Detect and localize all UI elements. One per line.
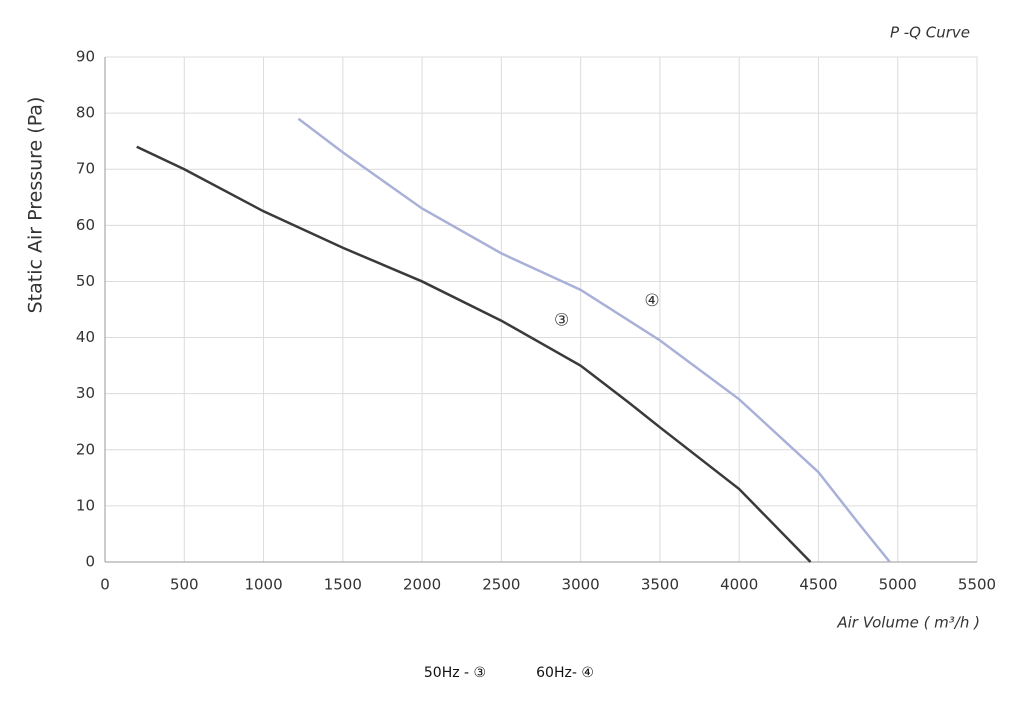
y-tick-label: 70 [76, 160, 95, 178]
y-tick-label: 90 [76, 48, 95, 66]
x-tick-label: 2500 [482, 576, 520, 594]
x-tick-label: 2000 [403, 576, 441, 594]
x-tick-label: 1500 [324, 576, 362, 594]
x-tick-label: 500 [170, 576, 199, 594]
y-axis-label: Static Air Pressure (Pa) [25, 97, 47, 314]
curve-label: ③ [554, 311, 569, 331]
x-axis-label: Air Volume ( m³/h ) [836, 614, 980, 632]
y-tick-label: 80 [76, 104, 95, 122]
x-tick-label: 4500 [799, 576, 837, 594]
y-tick-label: 10 [76, 496, 95, 514]
x-tick-label: 3500 [641, 576, 679, 594]
legend-entry: 50Hz - ③ [424, 665, 486, 681]
series-line [297, 117, 891, 563]
chart-title: P -Q Curve [890, 24, 970, 42]
x-tick-label: 3000 [562, 576, 600, 594]
x-tick-label: 0 [100, 576, 110, 594]
x-tick-label: 4000 [720, 576, 758, 594]
y-tick-label: 20 [76, 440, 95, 458]
curve-label: ④ [644, 291, 659, 311]
y-tick-label: 40 [76, 328, 95, 346]
series-line [136, 145, 812, 563]
y-tick-label: 0 [85, 553, 95, 571]
x-tick-label: 5000 [879, 576, 917, 594]
legend-entry: 60Hz- ④ [536, 665, 594, 681]
y-tick-label: 30 [76, 384, 95, 402]
y-tick-label: 50 [76, 272, 95, 290]
x-tick-label: 5500 [958, 576, 996, 594]
x-tick-label: 1000 [244, 576, 282, 594]
y-tick-label: 60 [76, 216, 95, 234]
